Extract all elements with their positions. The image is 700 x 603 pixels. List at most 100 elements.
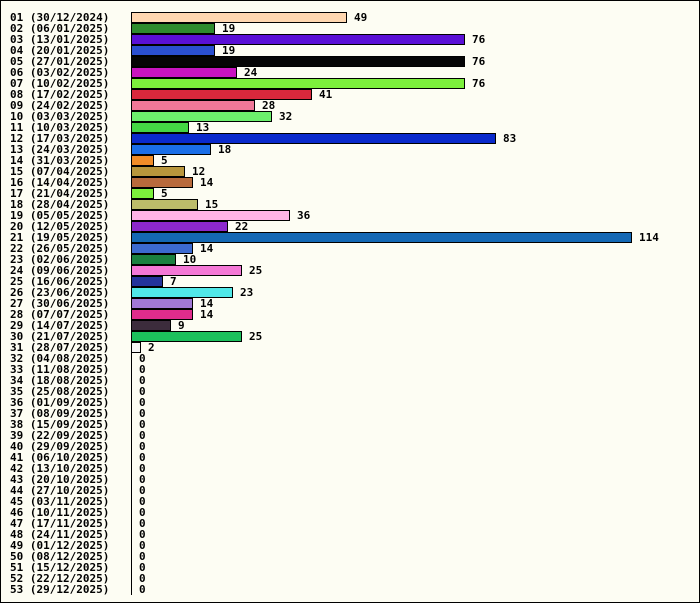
- value-label: 12: [192, 165, 205, 178]
- bar: [131, 320, 171, 331]
- category-label: 46 (10/11/2025): [10, 506, 109, 519]
- category-label: 53 (29/12/2025): [10, 583, 109, 596]
- bar: [131, 342, 141, 353]
- value-label: 0: [139, 363, 146, 376]
- value-label: 5: [161, 154, 168, 167]
- bar: [131, 298, 193, 309]
- value-label: 32: [279, 110, 292, 123]
- bar: [131, 210, 290, 221]
- category-label: 08 (17/02/2025): [10, 88, 109, 101]
- value-label: 28: [262, 99, 275, 112]
- category-label: 17 (21/04/2025): [10, 187, 109, 200]
- value-label: 83: [503, 132, 516, 145]
- category-label: 32 (04/08/2025): [10, 352, 109, 365]
- value-label: 0: [139, 374, 146, 387]
- value-label: 14: [200, 242, 214, 255]
- value-label: 0: [139, 385, 146, 398]
- bar: [131, 144, 211, 155]
- category-label: 27 (30/06/2025): [10, 297, 109, 310]
- bar: [131, 309, 193, 320]
- value-label: 0: [139, 396, 146, 409]
- value-label: 0: [139, 539, 146, 552]
- category-label: 05 (27/01/2025): [10, 55, 109, 68]
- value-label: 0: [139, 462, 146, 475]
- category-label: 13 (24/03/2025): [10, 143, 109, 156]
- category-label: 23 (02/06/2025): [10, 253, 109, 266]
- value-label: 25: [249, 264, 262, 277]
- category-label: 26 (23/06/2025): [10, 286, 109, 299]
- bar: [131, 166, 185, 177]
- bar: [131, 265, 242, 276]
- category-label: 52 (22/12/2025): [10, 572, 109, 585]
- category-label: 37 (08/09/2025): [10, 407, 109, 420]
- value-label: 114: [639, 231, 659, 244]
- category-label: 30 (21/07/2025): [10, 330, 109, 343]
- value-label: 0: [139, 561, 146, 574]
- bar: [131, 34, 465, 45]
- category-label: 49 (01/12/2025): [10, 539, 109, 552]
- value-label: 22: [235, 220, 248, 233]
- category-label: 14 (31/03/2025): [10, 154, 109, 167]
- value-label: 41: [319, 88, 333, 101]
- bar: [131, 287, 233, 298]
- bar: [131, 177, 193, 188]
- category-label: 10 (03/03/2025): [10, 110, 109, 123]
- category-label: 22 (26/05/2025): [10, 242, 109, 255]
- bar: [131, 243, 193, 254]
- category-label: 03 (13/01/2025): [10, 33, 109, 46]
- bar: [131, 276, 163, 287]
- value-label: 13: [196, 121, 209, 134]
- value-label: 0: [139, 550, 146, 563]
- value-label: 5: [161, 187, 168, 200]
- value-label: 25: [249, 330, 262, 343]
- value-label: 0: [139, 352, 146, 365]
- value-label: 0: [139, 484, 146, 497]
- value-label: 0: [139, 572, 146, 585]
- category-label: 02 (06/01/2025): [10, 22, 109, 35]
- category-label: 21 (19/05/2025): [10, 231, 109, 244]
- category-label: 43 (20/10/2025): [10, 473, 109, 486]
- value-label: 49: [354, 11, 367, 24]
- value-label: 76: [472, 77, 486, 90]
- bar: [131, 199, 198, 210]
- category-label: 20 (12/05/2025): [10, 220, 109, 233]
- category-label: 36 (01/09/2025): [10, 396, 109, 409]
- category-label: 09 (24/02/2025): [10, 99, 109, 112]
- value-label: 0: [139, 506, 146, 519]
- value-label: 10: [183, 253, 196, 266]
- category-label: 06 (03/02/2025): [10, 66, 109, 79]
- bar: [131, 12, 347, 23]
- bar: [131, 188, 154, 199]
- value-label: 76: [472, 33, 486, 46]
- value-label: 0: [139, 495, 146, 508]
- category-label: 35 (25/08/2025): [10, 385, 109, 398]
- value-label: 0: [139, 583, 146, 596]
- category-label: 45 (03/11/2025): [10, 495, 109, 508]
- category-label: 01 (30/12/2024): [10, 11, 109, 24]
- category-label: 18 (28/04/2025): [10, 198, 109, 211]
- category-label: 38 (15/09/2025): [10, 418, 109, 431]
- value-label: 0: [139, 473, 146, 486]
- category-label: 44 (27/10/2025): [10, 484, 109, 497]
- category-label: 31 (28/07/2025): [10, 341, 109, 354]
- value-label: 18: [218, 143, 231, 156]
- category-label: 33 (11/08/2025): [10, 363, 109, 376]
- category-label: 42 (13/10/2025): [10, 462, 109, 475]
- category-label: 40 (29/09/2025): [10, 440, 109, 453]
- value-label: 24: [244, 66, 258, 79]
- category-label: 39 (22/09/2025): [10, 429, 109, 442]
- bar: [131, 122, 189, 133]
- bar: [131, 100, 255, 111]
- value-label: 15: [205, 198, 218, 211]
- value-label: 19: [222, 22, 235, 35]
- value-label: 14: [200, 308, 214, 321]
- bar: [131, 67, 237, 78]
- bar: [131, 155, 154, 166]
- category-label: 41 (06/10/2025): [10, 451, 109, 464]
- bar: [131, 232, 632, 243]
- category-label: 04 (20/01/2025): [10, 44, 109, 57]
- category-label: 29 (14/07/2025): [10, 319, 109, 332]
- bar: [131, 78, 465, 89]
